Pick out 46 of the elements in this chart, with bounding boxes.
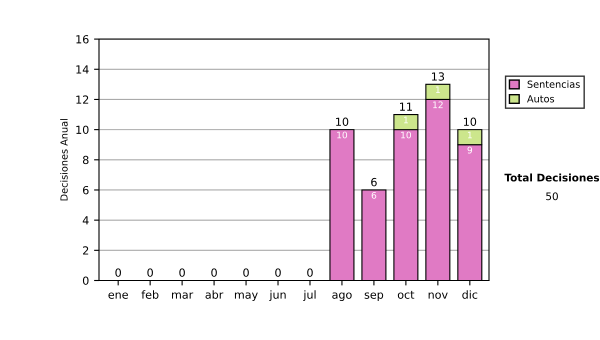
x-tick-label: ene [108,292,128,299]
data-label: 6 [372,192,376,199]
x-tick-label: jul [303,290,316,301]
y-tick-label: 8 [82,156,89,164]
total-label: 6 [371,178,377,186]
data-label: 12 [433,101,443,108]
y-tick-label: 2 [83,246,88,255]
data-label: 9 [468,146,472,154]
total-label: 0 [115,268,121,277]
y-axis-title: Decisiones Anual [60,119,68,200]
total-label: 0 [147,268,153,277]
x-tick-label: sep [364,292,384,301]
x-tick-label: nov [428,292,448,299]
y-tick-label: 14 [76,65,89,74]
x-tick-label: jun [269,290,286,301]
total-label: 0 [179,268,185,277]
data-label: 10 [401,132,412,138]
x-tick-label: ago [332,292,352,301]
y-tick-label: 16 [76,35,89,44]
total-label: 10 [464,118,476,126]
text: 50 [546,192,558,200]
x-tick-label: oct [398,290,414,299]
total-label: 0 [211,268,217,277]
total-label: 11 [400,102,412,111]
y-tick-label: 12 [76,95,88,104]
legend-label: Autos [527,95,554,102]
legend-label: Sentencias [528,80,580,88]
text: Total Decisiones [504,173,600,182]
y-tick-label: 10 [76,126,89,134]
data-label: 10 [337,132,348,138]
x-tick-label: abr [206,290,224,299]
data-label: 1 [404,116,408,124]
total-label: 0 [243,268,249,277]
x-tick-label: dic [462,290,478,299]
data-label: 1 [468,132,472,138]
x-tick-label: mar [172,292,194,299]
total-label: 13 [432,72,444,81]
x-tick-label: may [234,292,258,301]
total-label: 0 [307,268,313,277]
y-tick-label: 4 [82,216,89,224]
y-tick-label: 0 [82,276,89,285]
total-label: 10 [336,118,348,126]
x-tick-label: feb [142,290,158,299]
y-tick-label: 6 [82,186,89,194]
total-label: 0 [275,268,281,277]
data-label: 1 [436,86,440,94]
